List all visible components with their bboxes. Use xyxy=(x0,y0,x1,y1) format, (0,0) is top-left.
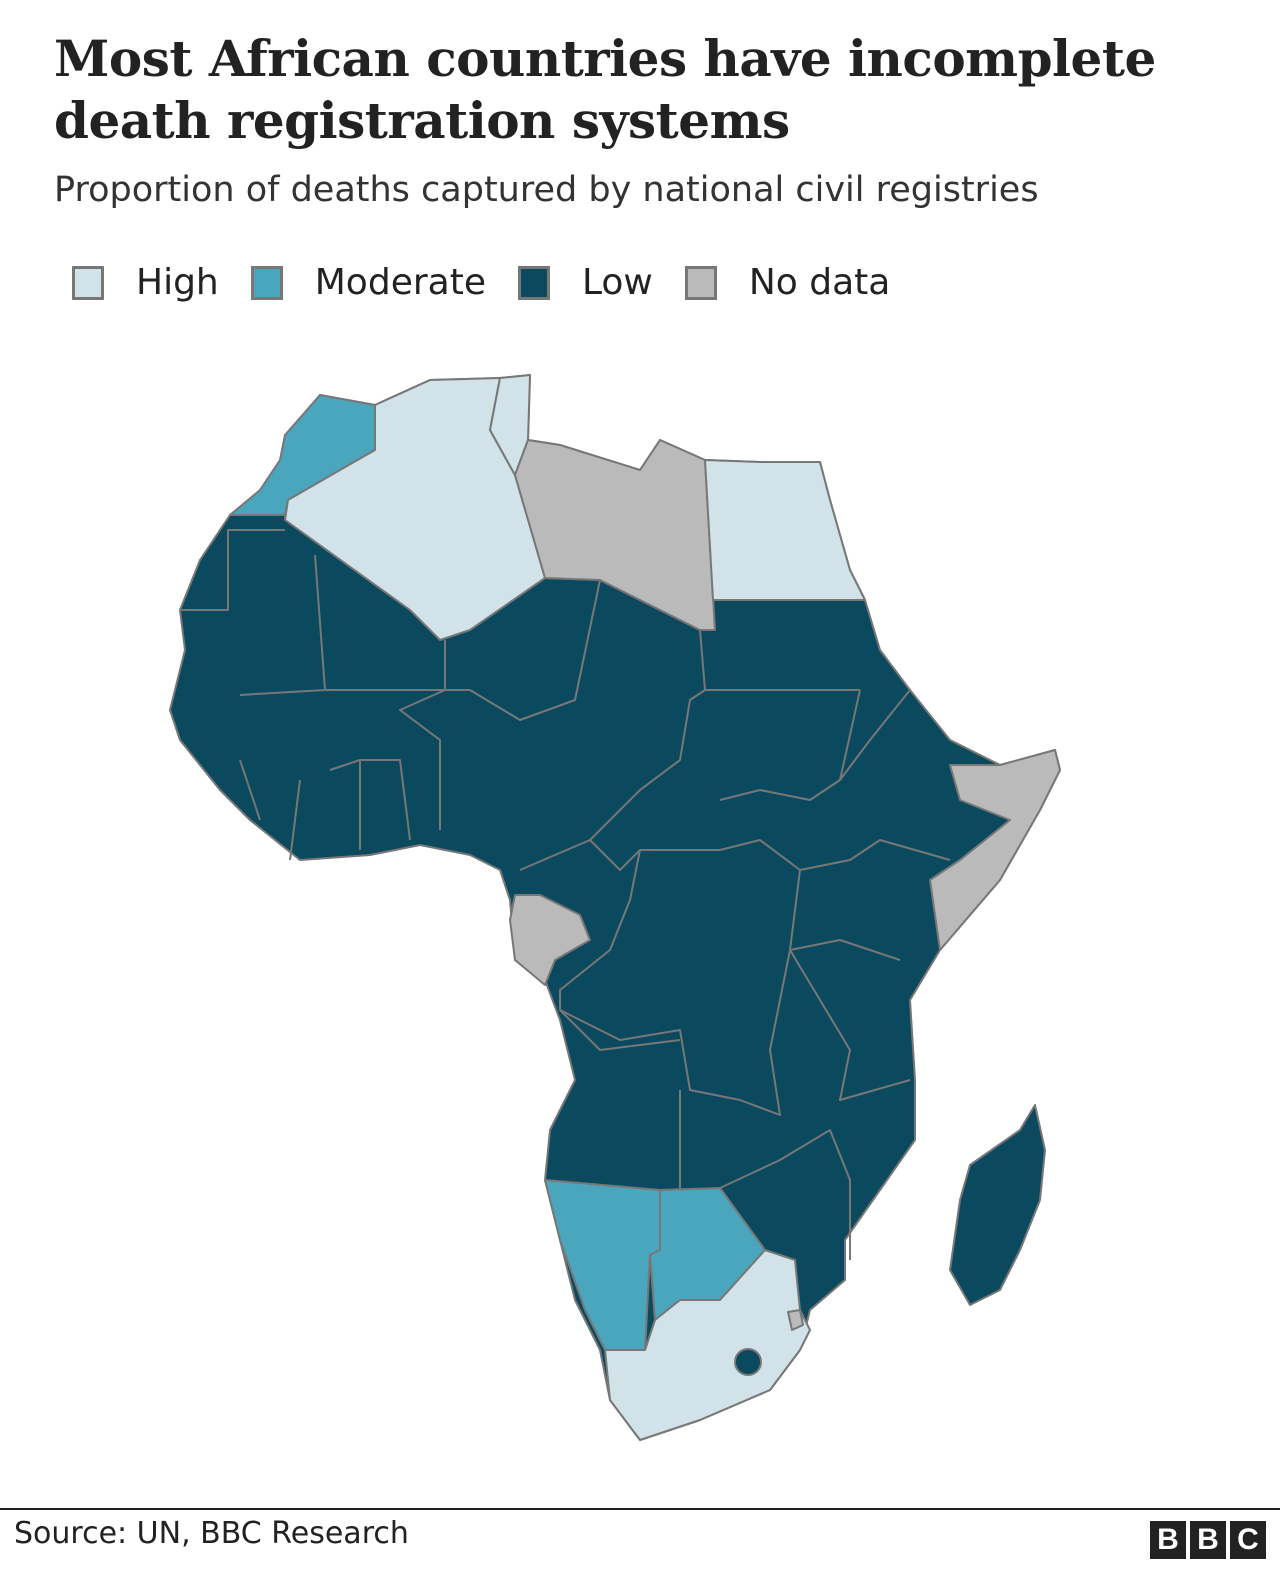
bbc-logo-letter: C xyxy=(1230,1521,1266,1559)
footer-divider xyxy=(0,1508,1280,1510)
bbc-logo: B B C xyxy=(1150,1521,1266,1559)
legend-item-no-data: No data xyxy=(684,262,891,303)
legend-swatch xyxy=(250,265,283,300)
legend-item-moderate: Moderate xyxy=(250,262,486,303)
country-somalia xyxy=(929,749,1061,951)
legend-label: Low xyxy=(581,262,653,303)
country-lesotho xyxy=(734,1348,762,1376)
country-namibia xyxy=(544,1179,661,1351)
source-note: Source: UN, BBC Research xyxy=(14,1516,409,1551)
country-eswatini xyxy=(787,1309,804,1331)
country-gabon xyxy=(509,894,591,986)
country-madagascar xyxy=(949,1104,1046,1306)
chart-subtitle: Proportion of deaths captured by nationa… xyxy=(54,170,1039,210)
legend-swatch xyxy=(72,265,104,300)
legend-item-high: High xyxy=(72,262,219,303)
legend-label: Moderate xyxy=(314,262,486,303)
legend-label: No data xyxy=(748,262,891,303)
bbc-logo-letter: B xyxy=(1150,1521,1186,1559)
chart-title: Most African countries have incomplete d… xyxy=(54,29,1156,150)
africa-map xyxy=(169,374,1061,1441)
legend-label: High xyxy=(136,262,219,303)
bbc-logo-letter: B xyxy=(1190,1521,1226,1559)
legend: High Moderate Low No data xyxy=(72,262,922,303)
legend-item-low: Low xyxy=(517,262,653,303)
legend-swatch xyxy=(517,265,550,300)
country-egypt xyxy=(704,459,866,601)
legend-swatch xyxy=(684,265,717,300)
